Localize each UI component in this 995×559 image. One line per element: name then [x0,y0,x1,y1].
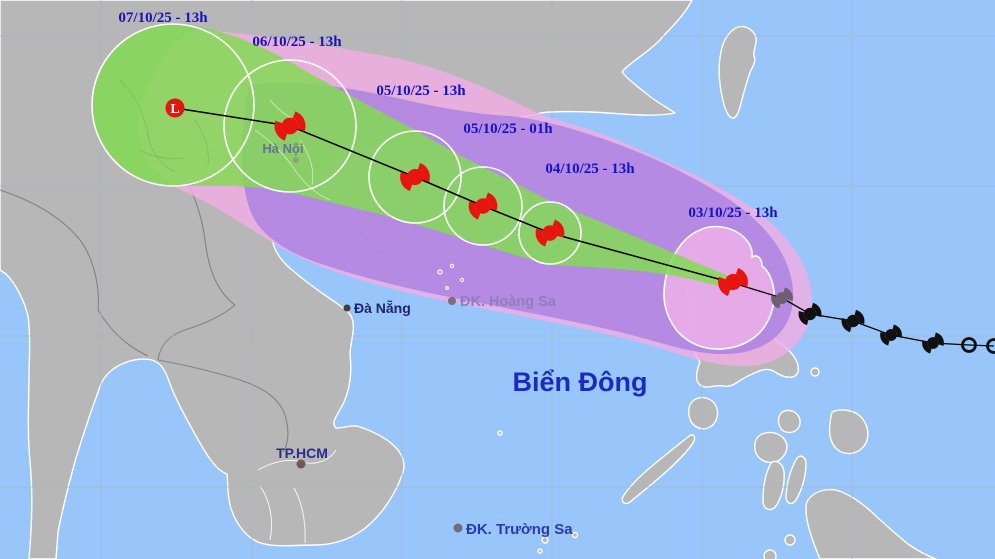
forecast-positions: L [165,98,753,302]
tropical-depression-ring [961,337,977,353]
sea-name-label: Biển Đông [513,367,648,397]
paracel-islets [437,263,465,291]
island-label-truong-sa: ĐK. Trường Sa [466,521,573,538]
forecast-time-label: 05/10/25 - 13h [376,83,466,99]
forecast-time-labels: 07/10/25 - 13h 06/10/25 - 13h 05/10/25 -… [118,10,778,221]
forecast-time-label: 05/10/25 - 01h [463,121,553,137]
island-dot-truong-sa [453,523,463,533]
forecast-time-label: 07/10/25 - 13h [118,10,208,26]
past-positions [768,284,995,357]
city-label-danang: Đà Nẵng [354,299,411,316]
island-label-hoang-sa: ĐK. Hoàng Sa [460,294,557,310]
city-dot-hanoi [293,157,299,163]
tropical-depression-ring [986,338,995,354]
forecast-track-line [174,107,734,284]
uncertainty-circle [518,201,582,265]
uncertainty-circle [91,23,255,187]
uncertainty-circle [443,166,523,246]
island-dot-hoang-sa [448,297,456,305]
uncertainty-circles [91,23,582,265]
low-pressure-label: L [170,102,179,117]
forecast-time-label: 04/10/25 - 13h [545,161,635,177]
city-label-hanoi: Hà Nội [262,141,303,156]
wind-radius-blob [663,225,775,350]
city-label-tphcm: TP.HCM [276,445,328,461]
city-dot-danang [343,304,351,312]
city-dot-tphcm [296,459,306,469]
island-taiwan [718,25,757,119]
uncertainty-circle [223,59,357,193]
forecast-time-label: 06/10/25 - 13h [252,34,342,50]
terrain-lines [119,79,331,201]
forecast-time-label: 03/10/25 - 13h [688,205,778,221]
low-pressure-marker: L [165,98,185,118]
place-labels: Hà Nội Đà Nẵng ĐK. Hoàng Sa TP.HCM ĐK. T… [262,141,647,538]
uncertainty-circle [368,130,462,224]
